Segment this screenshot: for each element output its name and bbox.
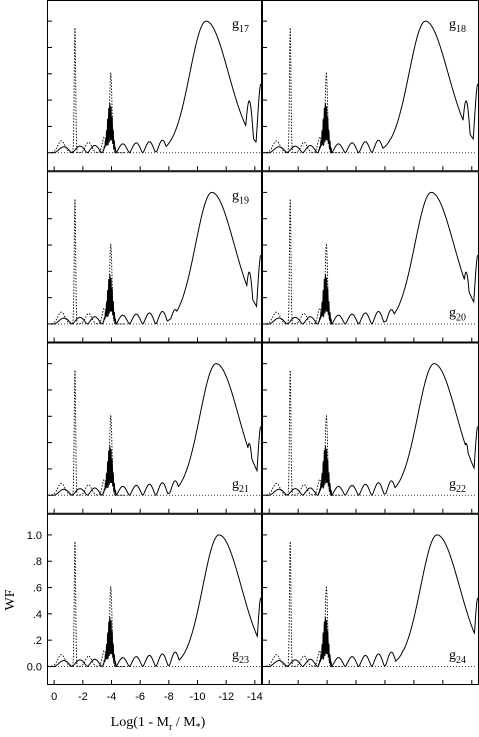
y-tick-label: .6 (33, 583, 42, 595)
mode-label-g24: g24 (449, 648, 466, 666)
series-solid-line (51, 534, 262, 668)
x-axis-title-part3: ) (201, 715, 206, 730)
mode-label-g21: g21 (232, 477, 249, 495)
panel-g18: g18 (262, 0, 479, 172)
series-solid-line (51, 191, 262, 325)
series-solid-line (51, 363, 262, 497)
series-dotted-line (266, 27, 342, 154)
x-axis-title: Log(1 - Mr / M*) (111, 715, 206, 733)
series-solid-line (266, 20, 479, 154)
mode-label-subscript: 21 (239, 484, 249, 495)
y-tick-label: .2 (33, 635, 42, 647)
x-tick-label: 0 (51, 691, 57, 703)
mode-label-letter: g (232, 477, 239, 492)
mode-label-letter: g (449, 306, 456, 321)
mode-label-g18: g18 (449, 17, 466, 35)
x-tick-label: -4 (107, 691, 117, 703)
panel-g19: g19 (47, 171, 262, 343)
mode-label-letter: g (449, 477, 456, 492)
series-dotted-line (51, 370, 126, 496)
series-solid-line (266, 363, 479, 497)
series-dotted-line (51, 541, 126, 667)
mode-label-g17: g17 (232, 17, 249, 35)
panel-g22: g22 (262, 342, 479, 514)
mode-label-subscript: 17 (239, 24, 249, 35)
mode-label-subscript: 19 (239, 195, 249, 206)
mode-label-g19: g19 (232, 188, 249, 206)
x-tick-label: -8 (164, 691, 174, 703)
series-solid-line (51, 20, 262, 154)
panel-g21: g21 (47, 342, 262, 514)
x-tick-label: -6 (135, 691, 145, 703)
series-dotted-line (51, 198, 126, 325)
panel-frame (262, 0, 479, 172)
x-tick-label: -2 (78, 691, 88, 703)
panel-frame (47, 0, 262, 172)
y-tick-label: 0.0 (27, 661, 42, 673)
panel-frame (262, 342, 479, 514)
series-dotted-line (266, 198, 342, 325)
mode-label-letter: g (449, 17, 456, 32)
mode-label-subscript: 18 (456, 24, 466, 35)
mode-label-subscript: 23 (239, 655, 249, 666)
x-axis-title-part2: / M (172, 715, 196, 730)
series-dotted-line (51, 27, 126, 154)
panel-g17: g17 (47, 0, 262, 172)
series-solid-line (266, 534, 479, 668)
panel-frame (47, 513, 262, 685)
x-tick-label: -10 (190, 691, 206, 703)
x-tick-label: -14 (247, 691, 263, 703)
x-tick-label: -12 (218, 691, 234, 703)
y-tick-label: 1.0 (27, 530, 42, 542)
panel-frame (47, 171, 262, 343)
mode-label-g20: g20 (449, 306, 466, 324)
mode-label-g23: g23 (232, 648, 249, 666)
mode-label-subscript: 20 (456, 313, 466, 324)
x-axis-title-sub1: r (169, 722, 173, 733)
panel-g24: g24 (262, 513, 479, 685)
x-axis-title-part1: Log(1 - M (111, 715, 170, 730)
y-axis-title: WF (3, 589, 18, 610)
panel-frame (47, 342, 262, 514)
panel-g20: g20 (262, 171, 479, 343)
y-tick-label: .4 (33, 609, 42, 621)
mode-label-letter: g (232, 648, 239, 663)
mode-label-letter: g (232, 17, 239, 32)
mode-label-letter: g (232, 188, 239, 203)
series-dotted-line (266, 370, 342, 496)
panel-frame (262, 171, 479, 343)
mode-label-g22: g22 (449, 477, 466, 495)
panel-frame (262, 513, 479, 685)
mode-label-subscript: 24 (456, 655, 466, 666)
x-axis-title-sub2: * (196, 722, 201, 733)
panel-g23: g23 0 -2 -4 -6 -8 -10 -12 -14 0.0 .2 .4 .6 .8 1.0 (27, 513, 263, 703)
axes-labels-group: WF Log(1 - Mr / M*) (3, 589, 206, 733)
series-solid-line (266, 191, 479, 325)
y-tick-label: .8 (33, 556, 42, 568)
mode-label-letter: g (449, 648, 456, 663)
series-dotted-line (266, 541, 342, 667)
mode-label-subscript: 22 (456, 484, 466, 495)
